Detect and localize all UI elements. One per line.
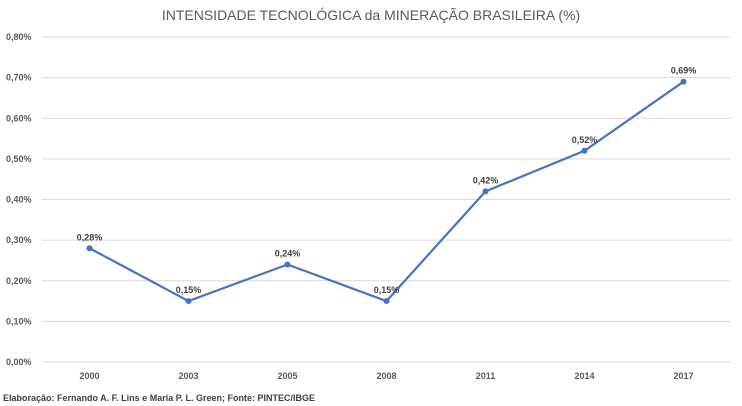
data-points — [86, 78, 687, 305]
y-tick-label: 0,80% — [6, 32, 32, 42]
x-tick-label: 2003 — [178, 371, 198, 381]
chart-title: INTENSIDADE TECNOLÓGICA da MINERAÇÃO BRA… — [162, 7, 580, 23]
y-axis-ticks: 0,00% 0,10% 0,20% 0,30% 0,40% 0,50% 0,60% 0,70%… — [6, 32, 32, 367]
data-point — [581, 147, 588, 154]
data-label: 0,52% — [572, 135, 598, 145]
data-label: 0,42% — [473, 175, 499, 185]
x-axis-ticks: 2000 2003 2005 2008 2011 2014 2017 — [79, 371, 693, 381]
data-point — [185, 298, 192, 305]
y-tick-label: 0,40% — [6, 195, 32, 205]
y-tick-label: 0,60% — [6, 113, 32, 123]
y-tick-label: 0,10% — [6, 316, 32, 326]
data-label: 0,15% — [176, 285, 202, 295]
data-point — [482, 188, 489, 195]
data-label: 0,15% — [374, 285, 400, 295]
y-tick-label: 0,00% — [6, 357, 32, 367]
y-tick-label: 0,20% — [6, 276, 32, 286]
data-point — [284, 261, 291, 268]
data-label: 0,28% — [77, 232, 103, 242]
footnote: Elaboração: Fernando A. F. Lins e Maria … — [3, 393, 315, 403]
y-tick-label: 0,70% — [6, 73, 32, 83]
data-point — [86, 245, 93, 252]
x-tick-label: 2017 — [673, 371, 693, 381]
data-point — [383, 298, 390, 305]
y-tick-label: 0,50% — [6, 154, 32, 164]
x-tick-label: 2011 — [476, 371, 496, 381]
x-tick-label: 2014 — [574, 371, 594, 381]
x-tick-label: 2005 — [277, 371, 297, 381]
data-label: 0,69% — [671, 66, 697, 76]
y-tick-label: 0,30% — [6, 235, 32, 245]
x-tick-label: 2000 — [79, 371, 99, 381]
data-label: 0,24% — [275, 249, 301, 259]
data-point — [680, 78, 687, 85]
x-tick-label: 2008 — [376, 371, 396, 381]
data-labels: 0,28% 0,15% 0,24% 0,15% 0,42% 0,52% 0,69% — [77, 66, 697, 295]
series-line — [88, 80, 685, 303]
gridlines — [42, 36, 731, 363]
